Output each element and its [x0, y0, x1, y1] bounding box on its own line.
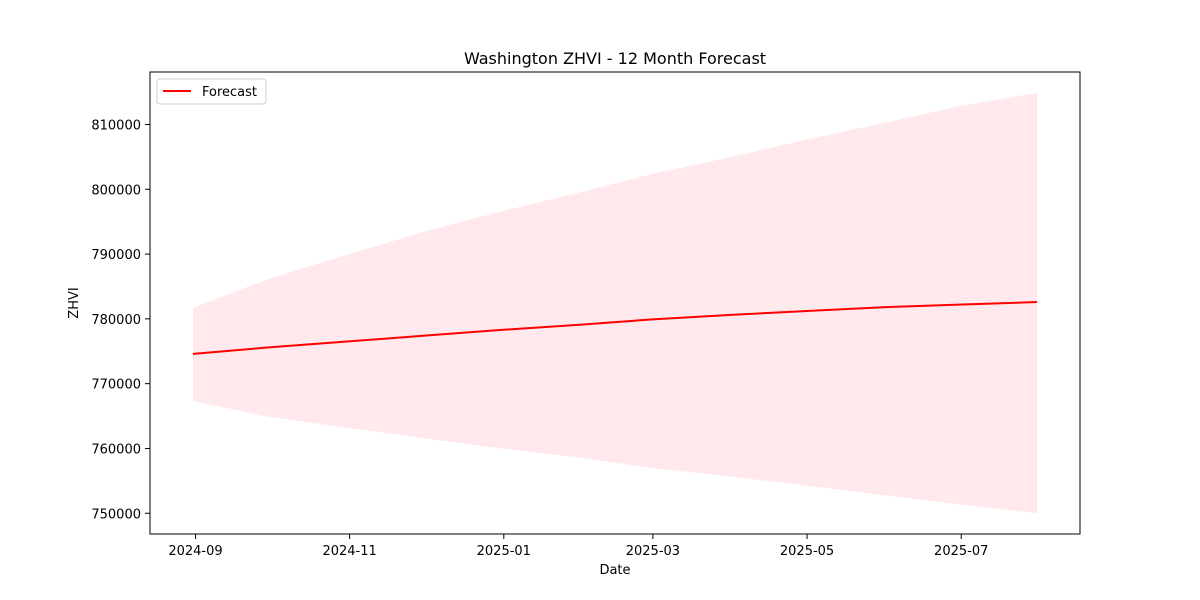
y-tick-label: 770000 — [91, 378, 141, 393]
legend-box — [156, 78, 267, 105]
y-tick-label: 780000 — [91, 313, 141, 328]
confidence-band — [192, 92, 1038, 514]
x-axis-label: Date — [599, 563, 630, 578]
plot-area-frame — [149, 71, 1081, 535]
x-tick-label: 2025-05 — [780, 544, 834, 559]
x-tick-label: 2024-09 — [168, 544, 222, 559]
y-tick-label: 760000 — [91, 442, 141, 457]
x-tick-label: 2025-03 — [626, 544, 680, 559]
y-tick-label: 750000 — [91, 507, 141, 522]
x-tick-label: 2025-01 — [477, 544, 531, 559]
y-axis-ticks: 750000 760000 770000 780000 790000 800000 8100… — [91, 118, 150, 522]
legend: Forecast — [156, 78, 267, 105]
series-line-0 — [192, 301, 1038, 355]
x-tick-label: 2024-11 — [322, 544, 376, 559]
chart-title: Washington ZHVI - 12 Month Forecast — [464, 49, 766, 68]
confidence-band-layer — [192, 92, 1038, 514]
y-axis-label: ZHVI — [67, 287, 82, 318]
forecast-line-layer — [192, 301, 1038, 355]
x-axis-ticks: 2024-09 2024-11 2025-01 2025-03 2025-05 2025-… — [168, 534, 988, 559]
legend-label-forecast: Forecast — [202, 85, 257, 100]
y-tick-label: 790000 — [91, 248, 141, 263]
y-tick-label: 810000 — [91, 118, 141, 133]
y-tick-label: 800000 — [91, 183, 141, 198]
x-tick-label: 2025-07 — [934, 544, 988, 559]
